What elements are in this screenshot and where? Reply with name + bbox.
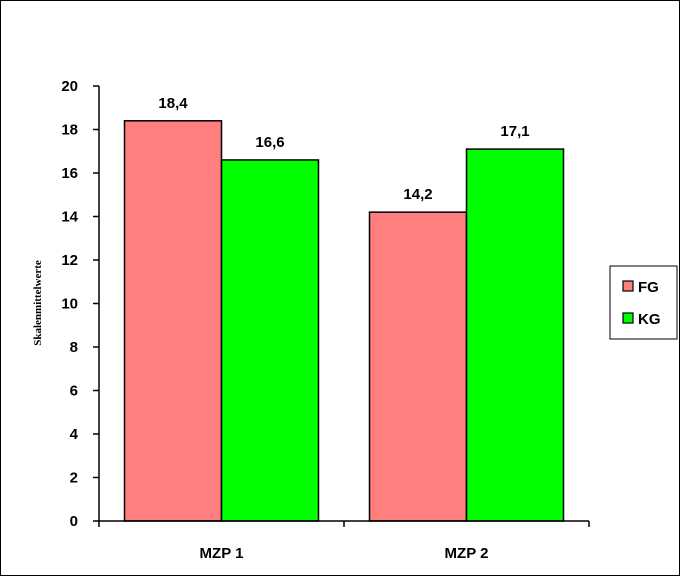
labels-layer: 18,4 16,6 MZP 1 14,2 17,1 MZP 2 0 2 4 6 8 10 12 14 16 1… <box>61 78 529 562</box>
y-axis-title: Skalenmittelwerte <box>32 260 44 346</box>
data-label-kg-2: 17,1 <box>500 123 529 140</box>
x-tick-label-2: MZP 2 <box>445 545 489 562</box>
legend-swatch-kg <box>622 312 634 324</box>
y-tick-label-12: 12 <box>61 252 78 269</box>
bar-fg-2 <box>368 211 468 522</box>
bar-fg-1 <box>123 120 223 522</box>
legend-swatch-fg <box>622 280 634 292</box>
y-tick-label-2: 2 <box>70 470 78 487</box>
y-tick-label-14: 14 <box>61 209 78 226</box>
y-tick-label-10: 10 <box>61 296 78 313</box>
y-tick-label-4: 4 <box>70 426 79 443</box>
y-tick-label-6: 6 <box>70 383 78 400</box>
legend: FG KG <box>609 265 678 340</box>
legend-box <box>609 265 678 340</box>
bar-kg-1 <box>220 159 320 522</box>
x-tick-label-1: MZP 1 <box>200 545 244 562</box>
bar-kg-2 <box>465 148 565 522</box>
legend-label-kg: KG <box>638 311 661 328</box>
y-tick-label-16: 16 <box>61 165 78 182</box>
bars-layer <box>123 120 565 522</box>
data-label-kg-1: 16,6 <box>255 134 284 151</box>
data-label-fg-1: 18,4 <box>158 95 188 112</box>
y-tick-label-8: 8 <box>70 339 78 356</box>
y-tick-label-20: 20 <box>61 78 78 95</box>
y-tick-label-0: 0 <box>70 513 78 530</box>
y-tick-label-18: 18 <box>61 122 78 139</box>
axes-layer <box>93 85 590 527</box>
legend-label-fg: FG <box>638 279 659 296</box>
data-label-fg-2: 14,2 <box>403 186 432 203</box>
